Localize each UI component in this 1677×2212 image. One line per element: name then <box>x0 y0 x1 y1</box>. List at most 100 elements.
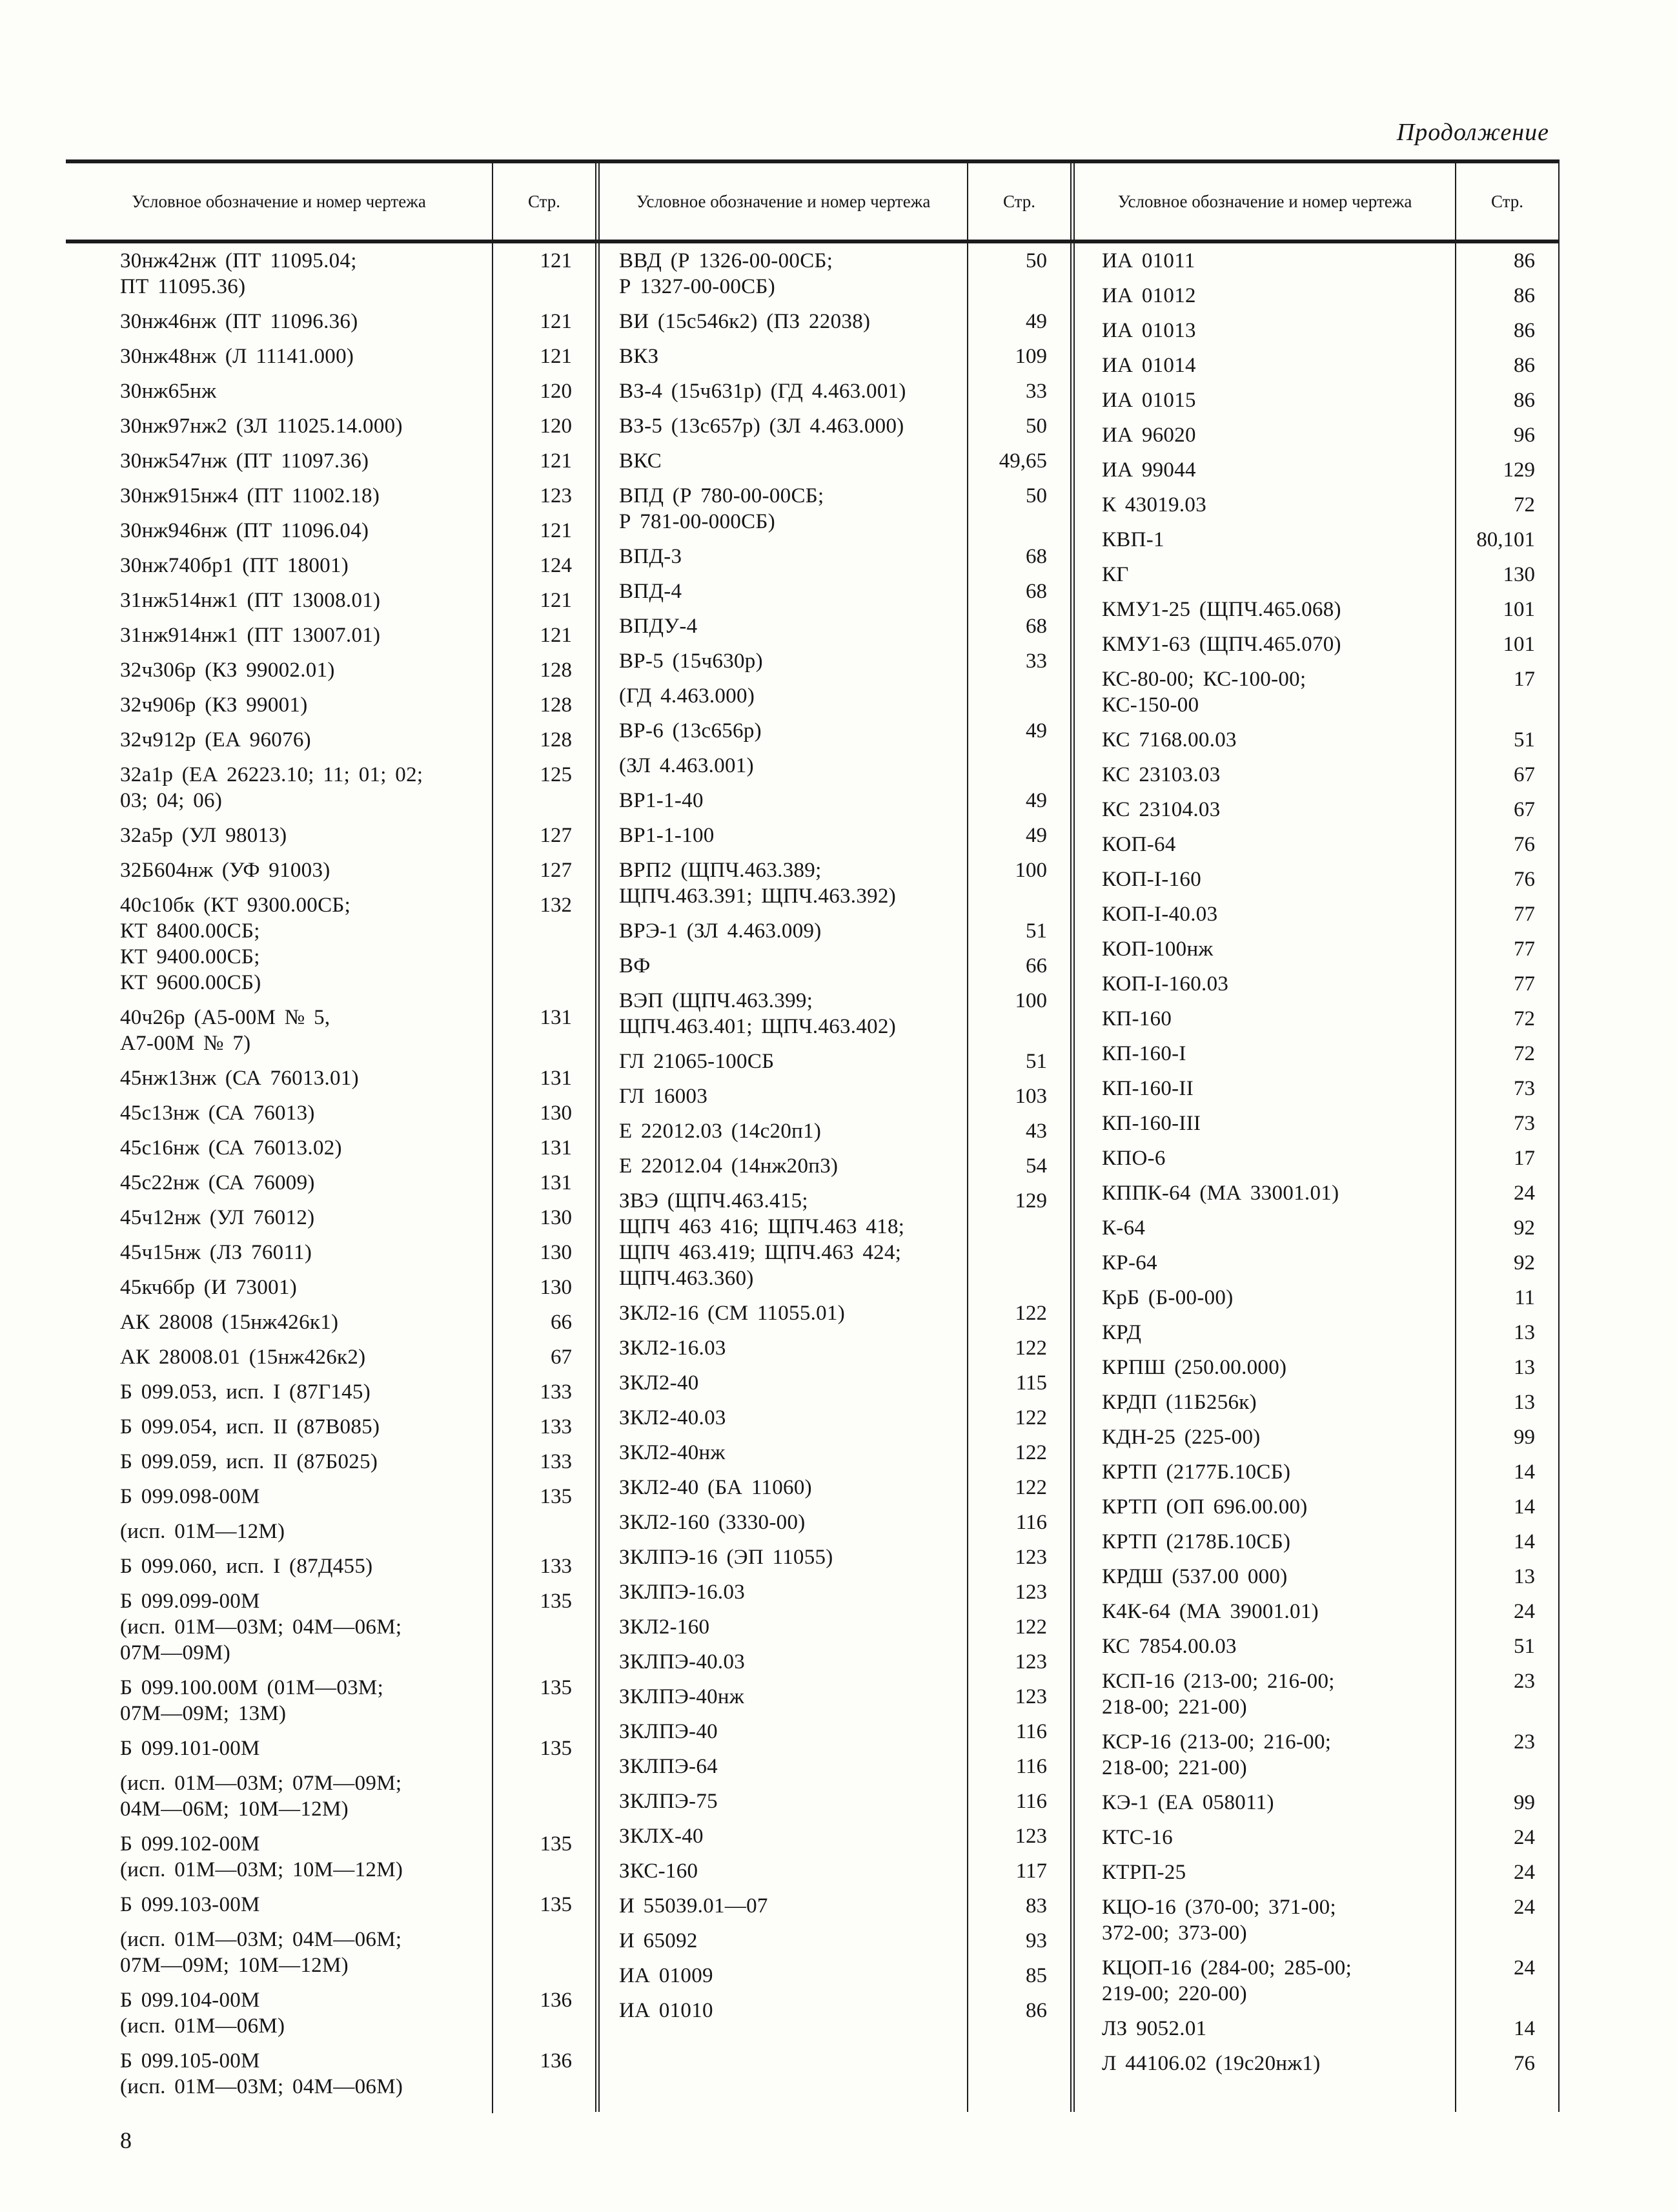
table-row: ИА 01014 86 <box>1075 348 1558 383</box>
entry-page: 100 <box>1015 989 1048 1012</box>
entry-page: 49 <box>1026 719 1047 742</box>
entry-designation: КС 7168.00.03 <box>1075 722 1456 757</box>
table-row: КРТП (ОП 696.00.00) 14 <box>1075 1490 1558 1524</box>
entry-page: 123 <box>1015 1825 1048 1848</box>
entry-page: 131 <box>540 1067 573 1090</box>
table-row: ВВД (Р 1326-00-00СБ; Р 1327-00-00СБ) 50 <box>600 243 1070 304</box>
entry-page: 103 <box>1015 1085 1048 1108</box>
table-row: И 65092 93 <box>600 1923 1070 1958</box>
entry-page: 76 <box>1514 833 1535 856</box>
entry-page: 86 <box>1514 284 1535 307</box>
table-row: КОП-100нж 77 <box>1075 932 1558 967</box>
entry-designation: (исп. 01М—03М; 07М—09М; 04М—06М; 10М—12М… <box>66 1766 493 1827</box>
entry-designation: АК 28008.01 (15нж426к2) <box>66 1340 493 1375</box>
table-row: КОП-64 76 <box>1075 827 1558 862</box>
table-column-group-1: 30нж42нж (ПТ 11095.04; ПТ 11095.36) 121 … <box>66 243 595 2113</box>
table-row: Б 099.100.00М (01М—03М; 07М—09М; 13М) 13… <box>66 1670 595 1731</box>
entry-page: 133 <box>540 1380 573 1404</box>
entry-page: 68 <box>1026 615 1047 638</box>
entry-designation: КОП-100нж <box>1075 932 1456 967</box>
entry-page: 122 <box>1015 1336 1048 1360</box>
table-row: КМУ1-63 (ЩПЧ.465.070) 101 <box>1075 627 1558 662</box>
entry-designation <box>1075 2081 1456 2112</box>
entry-designation: ВР1-1-100 <box>600 818 968 853</box>
entry-page: 51 <box>1026 1050 1047 1073</box>
entry-page: 128 <box>540 728 573 752</box>
entry-designation: КМУ1-63 (ЩПЧ.465.070) <box>1075 627 1456 662</box>
entry-page: 131 <box>540 1006 573 1029</box>
table-row: КТРП-25 24 <box>1075 1855 1558 1890</box>
table-header-row: Условное обозначение и номер чертежа Стр… <box>66 163 1560 243</box>
column-filler <box>66 2104 595 2113</box>
entry-page: 136 <box>540 1989 573 2012</box>
table-row: КС 7854.00.03 51 <box>1075 1629 1558 1664</box>
entry-designation: КОП-I-160 <box>1075 862 1456 897</box>
entry-page: 125 <box>540 763 573 786</box>
entry-page: 24 <box>1514 1861 1535 1884</box>
entry-designation: Б 099.054, исп. II (87В085) <box>66 1409 493 1444</box>
entry-page: 66 <box>551 1311 572 1334</box>
entry-designation: (исп. 01М—12М) <box>66 1514 493 1549</box>
entry-designation: КП-160-I <box>1075 1036 1456 1071</box>
entry-page: 121 <box>540 519 573 542</box>
entry-page: 116 <box>1015 1720 1047 1743</box>
entry-designation: ГЛ 21065-100СБ <box>600 1044 968 1079</box>
index-table: Условное обозначение и номер чертежа Стр… <box>66 159 1560 2113</box>
column-header-designation: Условное обозначение и номер чертежа <box>600 163 968 240</box>
entry-page: 135 <box>540 1676 573 1699</box>
entry-page: 121 <box>540 249 573 272</box>
entry-designation: КП-160-II <box>1075 1071 1456 1106</box>
table-row: 30нж547нж (ПТ 11097.36) 121 <box>66 444 595 478</box>
table-body: 30нж42нж (ПТ 11095.04; ПТ 11095.36) 121 … <box>66 243 1560 2113</box>
entry-page: 122 <box>1015 1615 1048 1639</box>
table-row: ИА 96020 96 <box>1075 418 1558 453</box>
table-row: 40с10бк (КТ 9300.00СБ; КТ 8400.00СБ; КТ … <box>66 888 595 1000</box>
entry-designation: КС 23104.03 <box>1075 792 1456 827</box>
entry-designation: КМУ1-25 (ЩПЧ.465.068) <box>1075 592 1456 627</box>
entry-page: 122 <box>1015 1406 1048 1429</box>
entry-page: 68 <box>1026 545 1047 568</box>
table-row: Б 099.101-00М 135 <box>66 1731 595 1766</box>
entry-page: 76 <box>1514 868 1535 891</box>
entry-designation: ЗКЛ2-16.03 <box>600 1331 968 1366</box>
entry-page: 122 <box>1015 1302 1048 1325</box>
column-header-designation: Условное обозначение и номер чертежа <box>66 163 493 240</box>
table-row: 30нж97нж2 (ЗЛ 11025.14.000) 120 <box>66 409 595 444</box>
table-row: 32ч906р (КЗ 99001) 128 <box>66 688 595 722</box>
entry-page: 135 <box>540 1590 573 1613</box>
entry-page: 130 <box>1503 563 1536 586</box>
entry-designation: ИА 01011 <box>1075 243 1456 278</box>
table-row: КрБ (Б-00-00) 11 <box>1075 1280 1558 1315</box>
table-row: КЦО-16 (370-00; 371-00; 372-00; 373-00) … <box>1075 1890 1558 1951</box>
entry-page: 99 <box>1514 1791 1535 1814</box>
entry-page: 50 <box>1026 415 1047 438</box>
table-row: Е 22012.04 (14нж20п3) 54 <box>600 1149 1070 1183</box>
table-row: 32а5р (УЛ 98013) 127 <box>66 818 595 853</box>
entry-page: 100 <box>1015 859 1048 882</box>
entry-designation: 31нж514нж1 (ПТ 13008.01) <box>66 583 493 618</box>
entry-designation: КРД <box>1075 1315 1456 1350</box>
table-row: КОП-I-160 76 <box>1075 862 1558 897</box>
entry-designation: 30нж946нж (ПТ 11096.04) <box>66 513 493 548</box>
table-row: ВЗ-4 (15ч631р) (ГД 4.463.001) 33 <box>600 374 1070 409</box>
table-row: ВРЭ-1 (ЗЛ 4.463.009) 51 <box>600 914 1070 948</box>
entry-page: 123 <box>540 484 573 507</box>
table-row: ИА 01012 86 <box>1075 278 1558 313</box>
entry-page: 132 <box>540 894 573 917</box>
entry-designation: АК 28008 (15нж426к1) <box>66 1305 493 1340</box>
table-row: КП-160-II 73 <box>1075 1071 1558 1106</box>
table-row: КРПШ (250.00.000) 13 <box>1075 1350 1558 1385</box>
entry-designation: 30нж46нж (ПТ 11096.36) <box>66 304 493 339</box>
table-row: Б 099.104-00М (исп. 01М—06М) 136 <box>66 1983 595 2043</box>
table-row: 32ч306р (КЗ 99002.01) 128 <box>66 653 595 688</box>
entry-designation: Б 099.060, исп. I (87Д455) <box>66 1549 493 1584</box>
entry-page: 73 <box>1514 1077 1535 1100</box>
entry-page: 14 <box>1514 1530 1535 1553</box>
entry-page: 121 <box>540 310 573 333</box>
table-row: ЗКЛПЭ-40 116 <box>600 1714 1070 1749</box>
entry-designation: 32ч906р (КЗ 99001) <box>66 688 493 722</box>
table-row: 45кч6бр (И 73001) 130 <box>66 1270 595 1305</box>
table-row: К-64 92 <box>1075 1211 1558 1245</box>
entry-designation: 30нж65нж <box>66 374 493 409</box>
